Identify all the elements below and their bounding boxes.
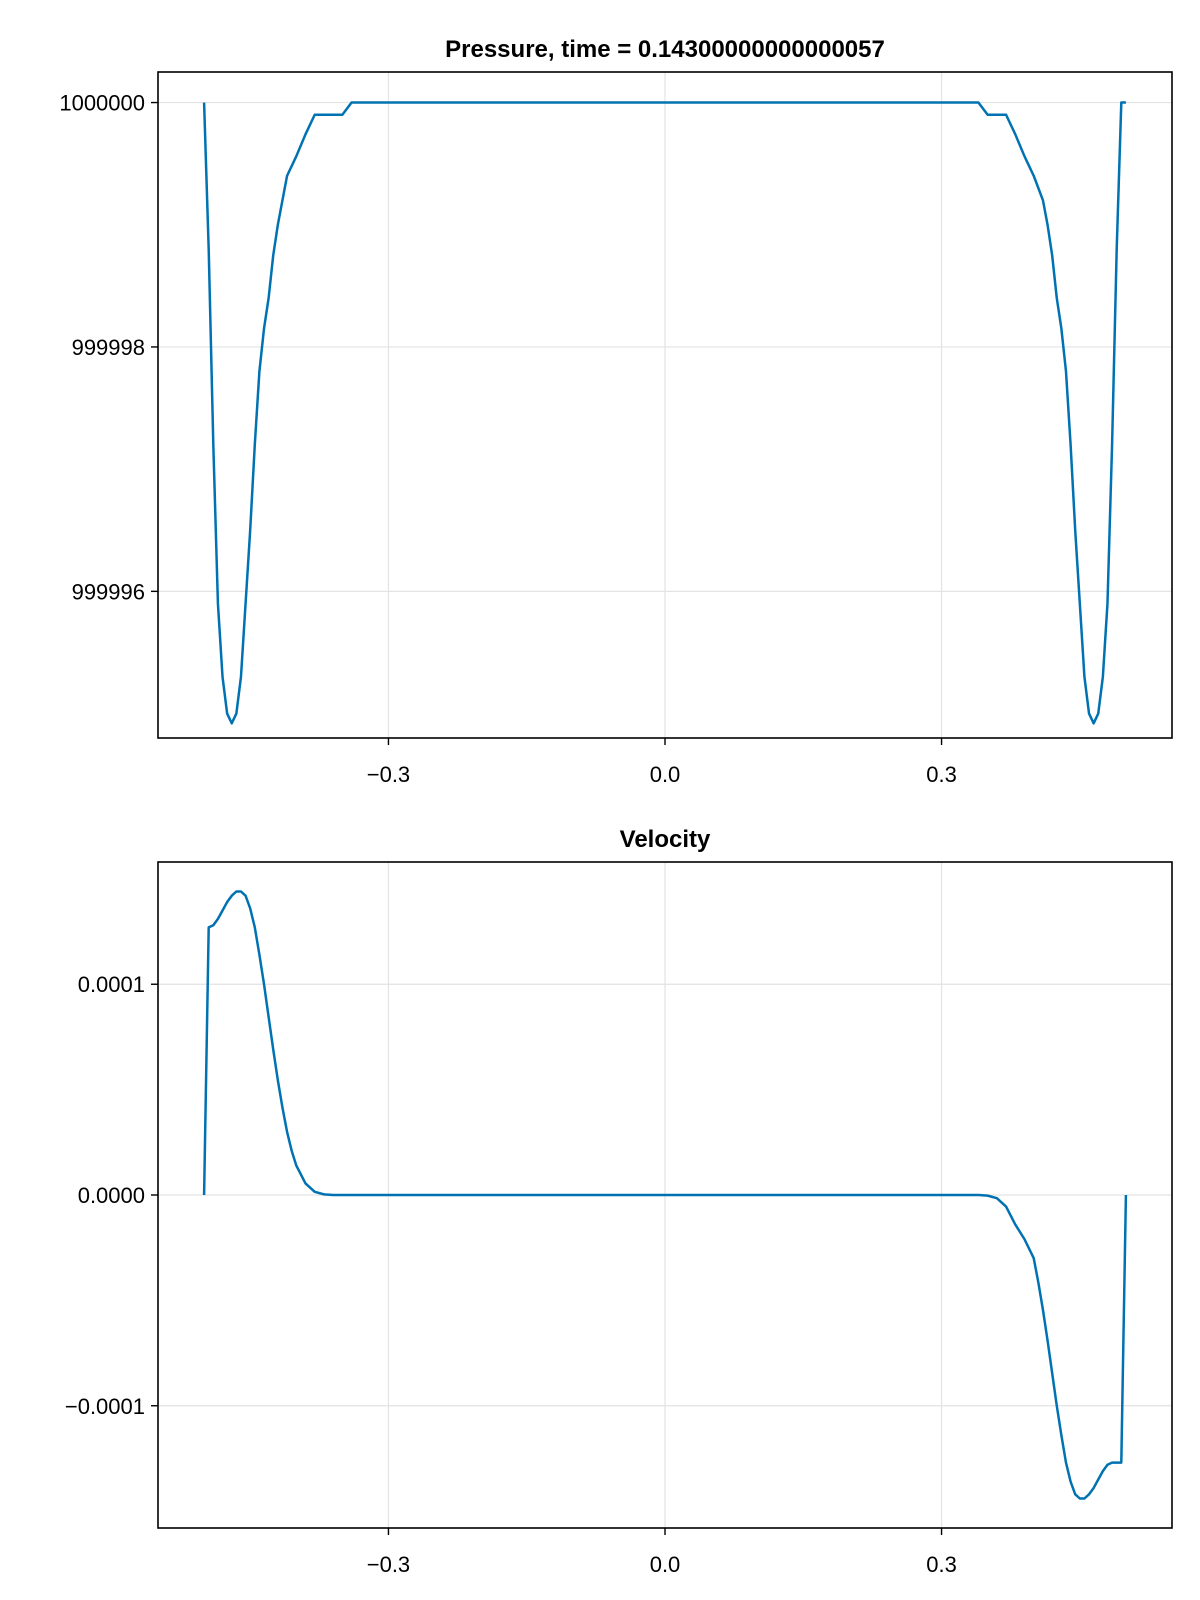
y-tick-label: 999996 <box>72 579 145 604</box>
x-tick-label: 0.0 <box>650 762 681 787</box>
chart-title: Velocity <box>620 826 711 853</box>
chart-title: Pressure, time = 0.14300000000000057 <box>445 36 885 63</box>
x-tick-label: −0.3 <box>367 762 410 787</box>
x-tick-label: 0.0 <box>650 1552 681 1577</box>
x-tick-label: 0.3 <box>926 1552 957 1577</box>
x-tick-label: 0.3 <box>926 762 957 787</box>
y-tick-label: −0.0001 <box>65 1394 145 1419</box>
series-line <box>202 890 1128 1500</box>
y-tick-label: 0.0000 <box>78 1183 145 1208</box>
series-line <box>202 101 1126 725</box>
x-tick-label: −0.3 <box>367 1552 410 1577</box>
y-tick-label: 0.0001 <box>78 972 145 997</box>
y-tick-label: 1000000 <box>59 91 145 116</box>
y-tick-label: 999998 <box>72 335 145 360</box>
panel-1: −0.3 0.0 0.3 999996 999998 1000000 Pressure, t… <box>59 36 1173 787</box>
panel-2: −0.3 0.0 0.3 −0.0001 0.0000 0.0001 Velocity <box>65 826 1173 1577</box>
